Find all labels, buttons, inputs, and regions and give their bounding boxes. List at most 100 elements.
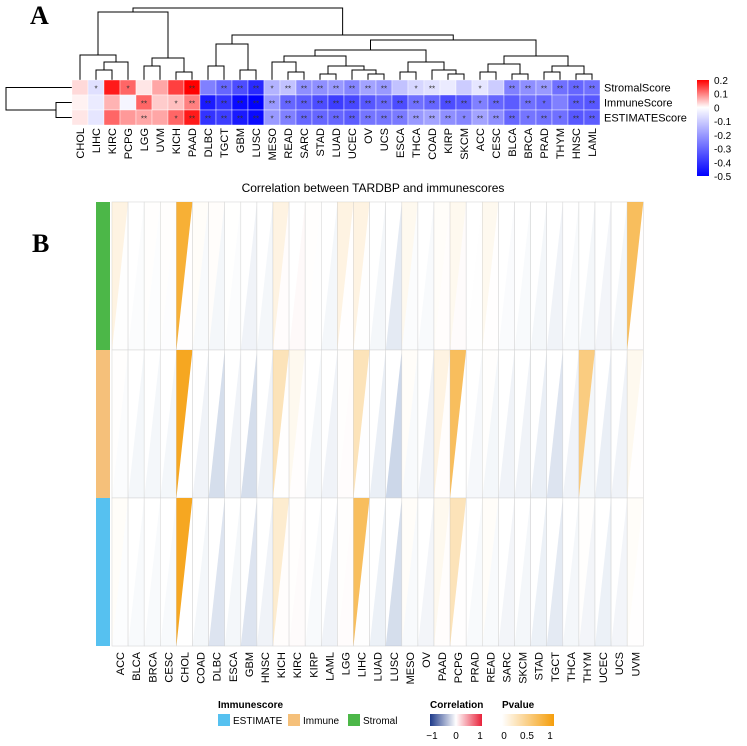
correlation-triangle [321, 202, 338, 350]
panel-a-colorbar-gradient [697, 80, 709, 176]
panel-a-significance: * [462, 115, 465, 124]
correlation-triangle [144, 350, 161, 498]
pvalue-triangle [289, 350, 306, 498]
correlation-triangle [273, 350, 290, 498]
pvalue-triangle [337, 202, 354, 350]
panel-a-significance: ** [205, 115, 211, 124]
pvalue-triangle [595, 498, 612, 646]
panel-a-cell [103, 109, 121, 126]
panel-b-column-label: LUSC [389, 652, 401, 681]
correlation-triangle [595, 498, 612, 646]
panel-a-significance: ** [269, 100, 275, 109]
panel-a-significance: ** [365, 100, 371, 109]
correlation-triangle [369, 498, 386, 646]
panel-a-significance: ** [205, 100, 211, 109]
panel-a-column-label: PAAD [187, 128, 199, 157]
panel-a-significance: ** [253, 85, 259, 94]
panel-a-cell [103, 79, 121, 96]
panel-a-significance: * [126, 85, 129, 94]
panel-b-column-label: OV [421, 651, 433, 668]
correlation-tick: 0 [453, 731, 459, 742]
pvalue-triangle [176, 350, 193, 498]
dendrogram-branch [511, 73, 529, 80]
correlation-triangle [337, 498, 354, 646]
correlation-triangle [305, 498, 322, 646]
correlation-triangle [434, 498, 451, 646]
panel-a-significance: ** [141, 115, 147, 124]
panel-a-row-labels: StromalScore ImmuneScore ESTIMATEScore [604, 83, 687, 125]
correlation-triangle [385, 498, 402, 646]
panel-b-column-label: BLCA [131, 651, 143, 680]
panel-a-colorbar-tick: 0 [714, 103, 720, 114]
pvalue-triangle [240, 202, 257, 350]
panel-a-cell [151, 79, 169, 96]
panel-a-significance: ** [445, 115, 451, 124]
panel-a-letter: A [30, 1, 49, 30]
correlation-triangle [224, 350, 241, 498]
panel-a-significance: ** [589, 115, 595, 124]
pvalue-triangle [578, 350, 595, 498]
pvalue-triangle [434, 350, 451, 498]
dendrogram-branch [132, 7, 344, 35]
dendrogram-branch [283, 55, 347, 66]
panel-a-column-label: ACC [475, 128, 487, 151]
correlation-triangle [498, 350, 515, 498]
correlation-triangle [321, 350, 338, 498]
pvalue-triangle [530, 202, 547, 350]
correlation-triangle [112, 202, 129, 350]
panel-b-column-labels: ACC BLCA BRCA CESC CHOL COAD DLBC ESCA GBM HNSC KI… [115, 651, 642, 684]
correlation-triangle [305, 202, 322, 350]
pvalue-triangle [578, 498, 595, 646]
dendrogram-branch [143, 65, 161, 80]
pvalue-triangle [353, 202, 370, 350]
correlation-triangle [627, 350, 644, 498]
pvalue-triangle [160, 202, 177, 350]
correlation-triangle [546, 350, 563, 498]
panel-b-cell [626, 497, 644, 647]
correlation-triangle [128, 350, 145, 498]
pvalue-triangle [434, 202, 451, 350]
pvalue-triangle [273, 498, 290, 646]
immunescore-legend-title: Immunescore [218, 700, 283, 711]
dendrogram-branch [55, 102, 72, 118]
pvalue-triangle [224, 498, 241, 646]
panel-a-significance: ** [317, 85, 323, 94]
correlation-triangle [401, 498, 418, 646]
pvalue-triangle [192, 498, 209, 646]
panel-a-significance: ** [413, 100, 419, 109]
correlation-triangle [369, 202, 386, 350]
correlation-triangle [514, 350, 531, 498]
panel-b-column-label: UCEC [598, 652, 610, 683]
panel-a-significance: * [270, 115, 273, 124]
panel-a-column-label: SARC [299, 128, 311, 159]
panel-b-column-label: SKCM [518, 652, 530, 684]
panel-a-cell [503, 94, 521, 111]
dendrogram-branch [95, 69, 113, 80]
panel-a-colorbar-tick: 0.2 [714, 76, 728, 87]
correlation-triangle [160, 498, 177, 646]
row-annotation-immune [96, 350, 110, 498]
panel-b-column-label: LUAD [373, 652, 385, 681]
correlation-triangle [144, 498, 161, 646]
panel-b-column-label: THCA [566, 651, 578, 682]
panel-a-significance: ** [461, 100, 467, 109]
correlation-triangle [417, 202, 434, 350]
correlation-triangle [112, 498, 129, 646]
correlation-gradient [430, 714, 482, 726]
panel-a-cell [87, 94, 105, 111]
panel-b-column-label: BRCA [147, 651, 159, 682]
panel-a-significance: * [174, 115, 177, 124]
pvalue-triangle [466, 350, 483, 498]
correlation-triangle [611, 202, 628, 350]
pvalue-triangle [321, 350, 338, 498]
panel-a-column-label: THCA [411, 127, 423, 158]
pvalue-triangle [611, 202, 628, 350]
pvalue-triangle [369, 202, 386, 350]
pvalue-triangle [160, 498, 177, 646]
dendrogram-branch [5, 87, 72, 111]
panel-a-cell [583, 109, 601, 126]
panel-a-significance: ** [541, 115, 547, 124]
correlation-triangle [160, 202, 177, 350]
pvalue-legend-title: Pvalue [502, 700, 535, 711]
correlation-triangle [353, 202, 370, 350]
